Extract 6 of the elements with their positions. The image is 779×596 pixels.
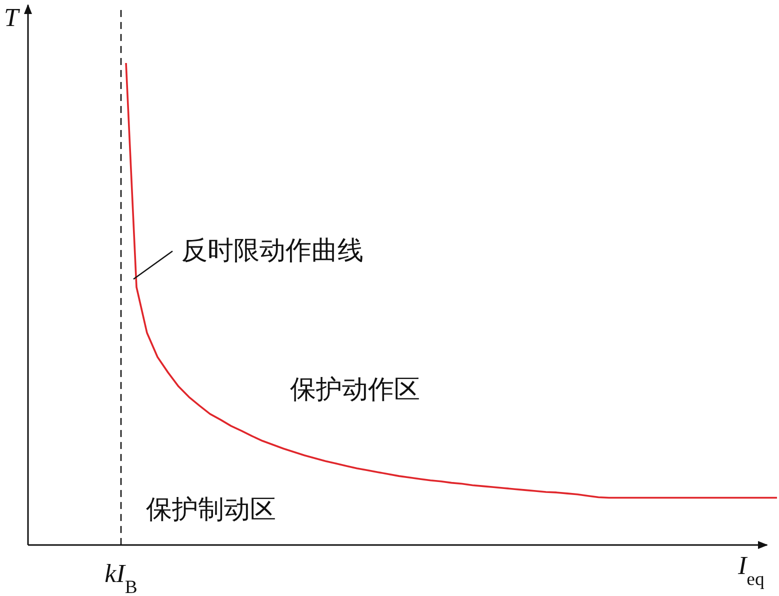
y-axis-title: T xyxy=(4,3,20,32)
x-axis-title: I$_{eq}$ xyxy=(737,551,765,590)
annotation: 保护动作区 xyxy=(290,375,420,404)
text: kI$_{B}$ xyxy=(104,559,138,596)
annotation: 保护制动区 xyxy=(146,495,276,524)
annotation: 反时限动作曲线 xyxy=(182,236,364,266)
